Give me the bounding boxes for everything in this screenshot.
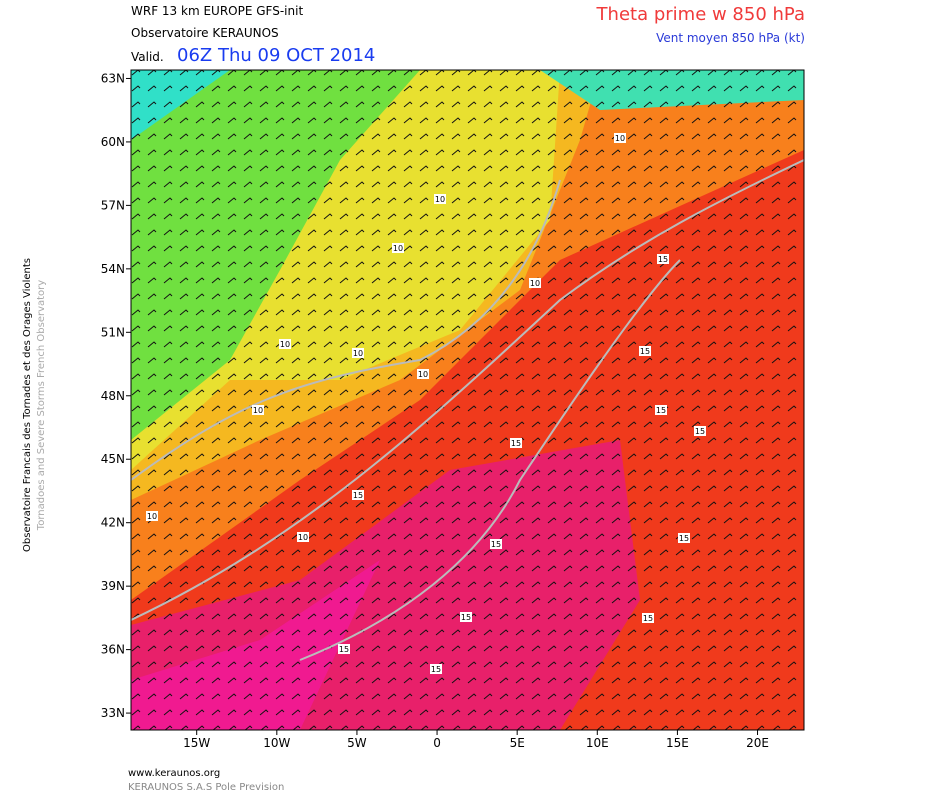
contour-label: 15	[339, 645, 349, 654]
footer-company: KERAUNOS S.A.S Pole Prevision	[128, 782, 284, 793]
lat-tick-label: 51N	[101, 325, 125, 339]
map-title: Theta prime w 850 hPa	[596, 4, 805, 25]
contour-label-box	[639, 346, 651, 356]
contour-label: 10	[418, 370, 428, 379]
lon-tick-label: 10E	[586, 736, 609, 750]
contour-label-box	[657, 254, 669, 264]
contour-label-box	[694, 426, 706, 436]
contour-label: 10	[253, 406, 263, 415]
contour-label-box	[352, 348, 364, 358]
lat-tick-label: 42N	[101, 516, 125, 530]
observatory-label: Observatoire KERAUNOS	[131, 26, 279, 40]
contour-label: 10	[530, 279, 540, 288]
contour-label-box	[642, 613, 654, 623]
contour-label: 15	[656, 406, 666, 415]
lon-tick-label: 5E	[510, 736, 525, 750]
contour-label-box	[614, 133, 626, 143]
contour-label: 15	[643, 614, 653, 623]
contour-label: 10	[393, 244, 403, 253]
lat-tick-label: 45N	[101, 452, 125, 466]
contour-label-box	[434, 194, 446, 204]
lat-tick-label: 63N	[101, 71, 125, 85]
contour-label: 15	[658, 255, 668, 264]
lat-tick-label: 57N	[101, 198, 125, 212]
map-field	[131, 70, 804, 730]
contour-label-box	[529, 278, 541, 288]
lon-tick-label: 15E	[666, 736, 689, 750]
map-frame	[130, 69, 805, 731]
contour-label: 10	[280, 340, 290, 349]
lat-tick-label: 48N	[101, 389, 125, 403]
lat-tick-label: 33N	[101, 706, 125, 720]
contour-label: 15	[640, 347, 650, 356]
footer-site: www.keraunos.org	[128, 768, 220, 779]
side-label-en: Tornadoes and Severe Storms French Obser…	[36, 280, 47, 531]
contour-label: 10	[353, 349, 363, 358]
lon-tick-label: 0	[433, 736, 441, 750]
lon-tick-label: 20E	[746, 736, 769, 750]
contour-label-box	[460, 612, 472, 622]
contour-label-box	[352, 490, 364, 500]
contour-label: 10	[615, 134, 625, 143]
lon-tick-label: 10W	[263, 736, 290, 750]
contour-label-box	[430, 664, 442, 674]
lat-tick-label: 39N	[101, 579, 125, 593]
contour-label-box	[392, 243, 404, 253]
contour-label: 10	[298, 533, 308, 542]
contour-label: 15	[491, 540, 501, 549]
contour-label-box	[252, 405, 264, 415]
lat-tick-label: 36N	[101, 643, 125, 657]
lon-tick-label: 15W	[183, 736, 210, 750]
valid-prefix: Valid.	[131, 50, 164, 64]
lat-tick-label: 54N	[101, 262, 125, 276]
contour-label: 10	[435, 195, 445, 204]
contour-label-box	[146, 511, 158, 521]
contour-label: 10	[147, 512, 157, 521]
side-label-fr: Observatoire Francais des Tornades et de…	[22, 258, 33, 552]
contour-label-box	[490, 539, 502, 549]
contour-label-box	[279, 339, 291, 349]
valid-time: 06Z Thu 09 OCT 2014	[177, 45, 375, 66]
lat-tick-label: 60N	[101, 135, 125, 149]
contour-label: 15	[353, 491, 363, 500]
contour-label-box	[417, 369, 429, 379]
contour-label-box	[678, 533, 690, 543]
map-subtitle: Vent moyen 850 hPa (kt)	[656, 31, 805, 45]
contour-label-box	[338, 644, 350, 654]
contour-label: 15	[431, 665, 441, 674]
contour-label: 15	[461, 613, 471, 622]
model-label: WRF 13 km EUROPE GFS-init	[131, 4, 303, 18]
contour-label-box	[297, 532, 309, 542]
contour-label-box	[655, 405, 667, 415]
lon-tick-label: 5W	[347, 736, 367, 750]
contour-label: 15	[679, 534, 689, 543]
contour-label-box	[510, 438, 522, 448]
contour-label: 15	[695, 427, 705, 436]
contour-label: 15	[511, 439, 521, 448]
